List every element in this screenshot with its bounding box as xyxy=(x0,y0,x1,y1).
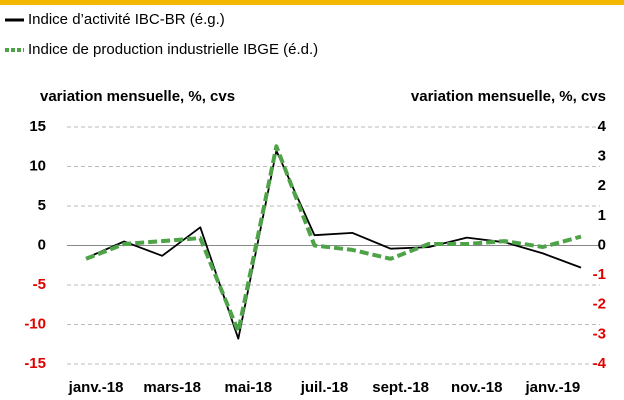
y-tick-label: 10 xyxy=(29,157,46,174)
y2-tick-label: -1 xyxy=(593,266,606,283)
y-tick-label: -15 xyxy=(24,355,46,372)
y2-tick-label: -3 xyxy=(593,325,606,342)
x-tick-label: sept.-18 xyxy=(372,379,429,396)
x-tick-label: nov.-18 xyxy=(451,379,502,396)
y2-tick-label: 3 xyxy=(598,148,606,165)
x-tick-label: janv.-18 xyxy=(68,379,124,396)
y2-tick-label: 2 xyxy=(598,177,606,194)
series-line xyxy=(85,149,582,340)
y-tick-label: 15 xyxy=(29,118,46,135)
x-tick-label: mai-18 xyxy=(225,379,273,396)
y2-axis-label: variation mensuelle, %, cvs xyxy=(411,88,606,105)
x-tick-label: mars-18 xyxy=(143,379,201,396)
y2-tick-label: 4 xyxy=(598,118,607,135)
y2-tick-label: -4 xyxy=(593,355,607,372)
legend-label: Indice d’activité IBC-BR (é.g.) xyxy=(28,11,225,28)
series-line xyxy=(85,144,582,334)
y2-tick-label: 1 xyxy=(598,207,606,224)
y-tick-label: 0 xyxy=(38,236,46,253)
y-axis-label: variation mensuelle, %, cvs xyxy=(40,88,235,105)
x-tick-label: juil.-18 xyxy=(300,379,349,396)
y-tick-label: -5 xyxy=(33,276,46,293)
y2-tick-label: 0 xyxy=(598,236,606,253)
y-tick-label: -10 xyxy=(24,315,46,332)
y-tick-label: 5 xyxy=(38,197,46,214)
top-bar xyxy=(0,0,624,5)
y2-tick-label: -2 xyxy=(593,296,606,313)
x-tick-label: janv.-19 xyxy=(525,379,581,396)
legend-label: Indice de production industrielle IBGE (… xyxy=(28,41,318,58)
